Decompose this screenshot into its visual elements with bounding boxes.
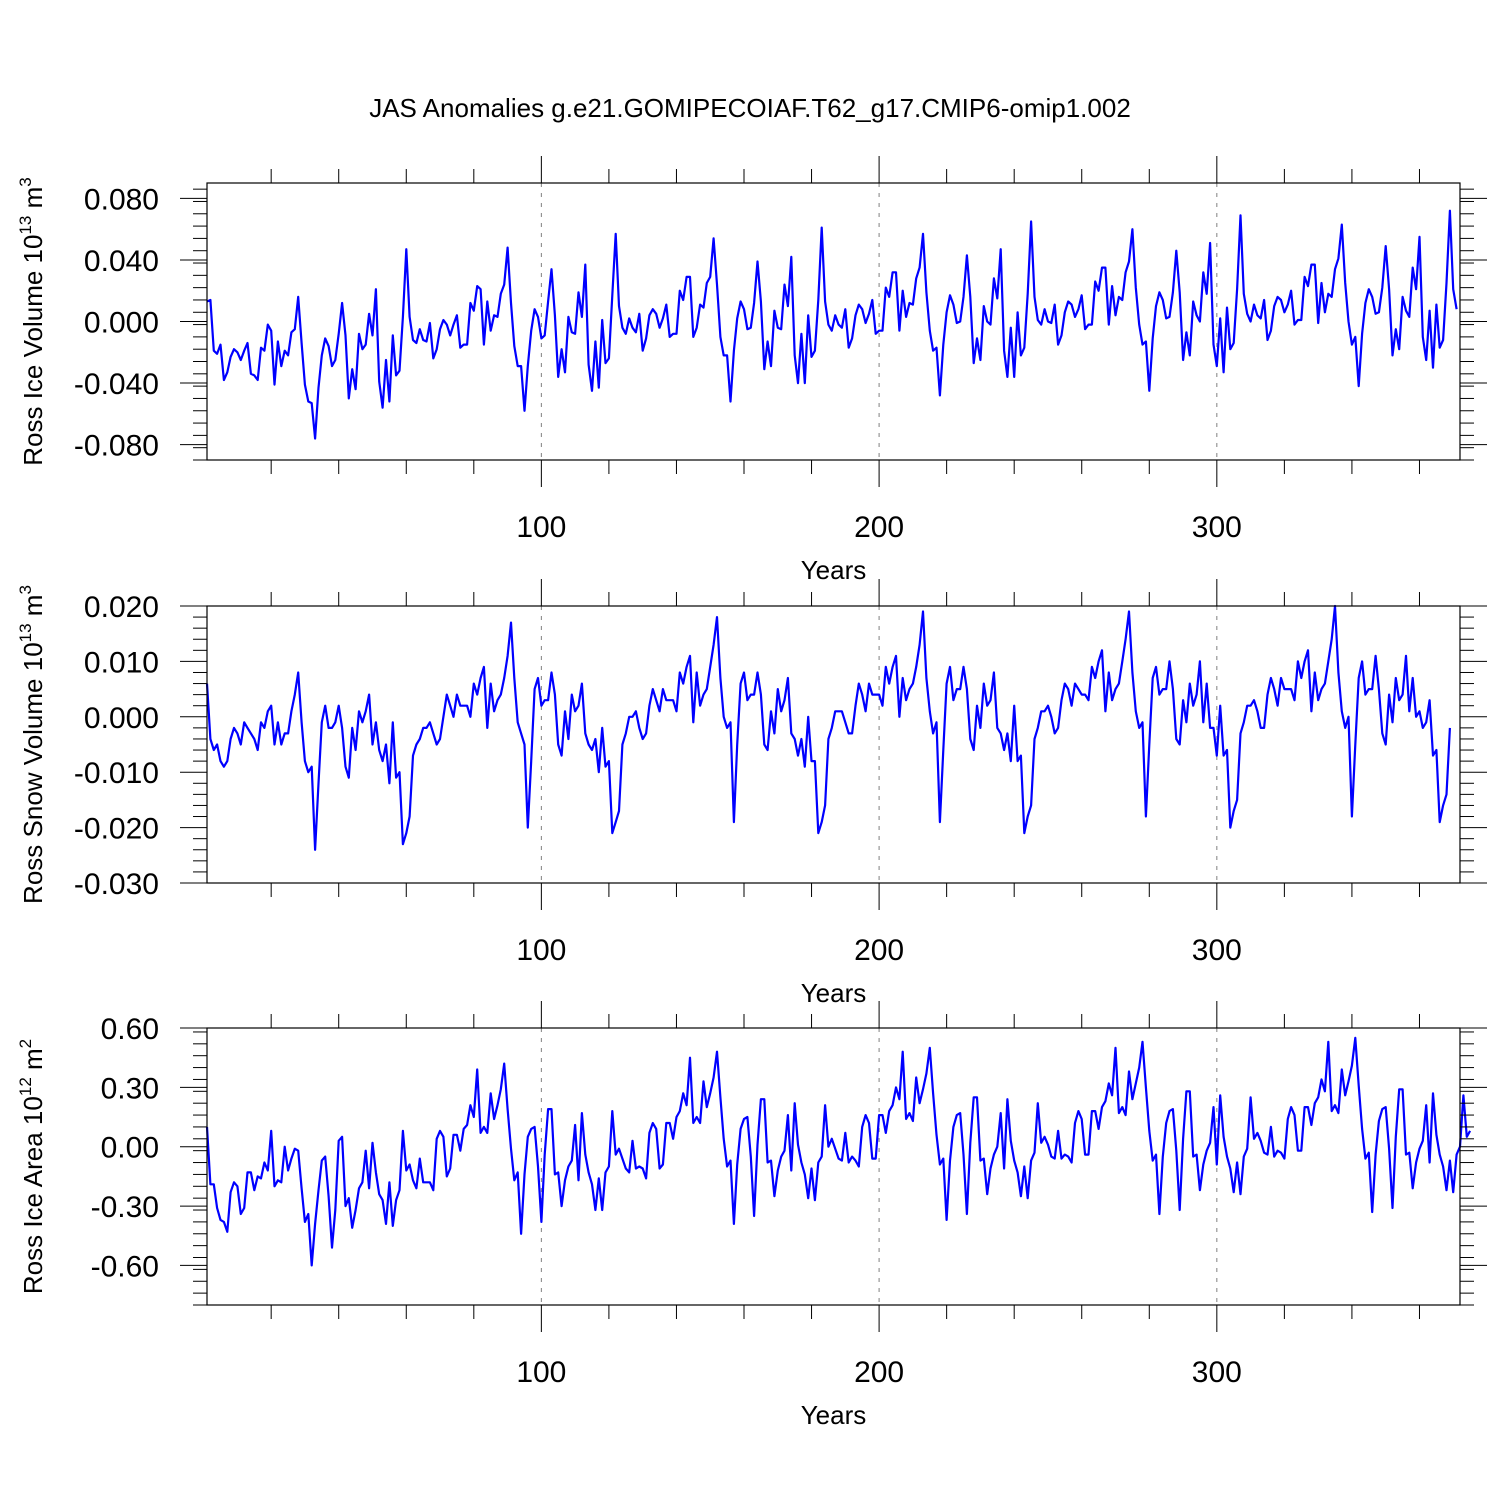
ross-snow-volume-xtick-label-300: 300	[1192, 934, 1242, 967]
panels-container: 100 200 300 Years -0.080 -0.040 0.000 0.040 0.08…	[16, 156, 1487, 1430]
ross-ice-area-plot-frame	[206, 1027, 1461, 1306]
ross-ice-area-xtick-label-300: 300	[1192, 1356, 1242, 1389]
ross-ice-volume-xtick-label-300: 300	[1192, 511, 1242, 544]
ross-ice-area-xtick-label-100: 100	[516, 1356, 566, 1389]
ross-ice-volume-ytick-label-1: -0.040	[74, 368, 159, 401]
ross-ice-area-ytick-label-0: -0.60	[91, 1250, 159, 1283]
ross-ice-volume-ytick-label-2: 0.000	[84, 307, 159, 340]
ross-snow-volume-y-axis-label: Ross Snow Volume 1013 m3	[16, 585, 48, 904]
ross-ice-area-series-line	[205, 1036, 1472, 1267]
ross-snow-volume-ytick-label-3: 0.000	[84, 702, 159, 735]
ross-ice-area-y-label-unit: m	[18, 1048, 48, 1077]
ross-snow-volume-xtick-label-200: 200	[854, 934, 904, 967]
ross-ice-area-y-label-main: Ross Ice Area 10	[18, 1096, 48, 1294]
ross-snow-volume-ytick-label-5: 0.020	[84, 591, 159, 624]
ross-snow-volume-y-label-main: Ross Snow Volume 10	[18, 642, 48, 904]
ross-ice-area-ytick-label-4: 0.60	[101, 1013, 159, 1046]
ross-ice-volume-y-label-unit: m	[18, 187, 48, 216]
ross-ice-area-ytick-label-1: -0.30	[91, 1191, 159, 1224]
ross-ice-volume-y-label-unit-exp: 3	[16, 177, 35, 186]
ross-ice-area-ytick-label-3: 0.30	[101, 1072, 159, 1105]
ross-snow-volume-ytick-label-0: -0.030	[74, 868, 159, 901]
ross-ice-area-ytick-label-2: 0.00	[101, 1132, 159, 1165]
ross-ice-volume-x-axis-label: Years	[801, 555, 867, 585]
ross-ice-volume-ytick-label-4: 0.080	[84, 183, 159, 216]
ross-snow-volume-y-label-unit: m	[18, 595, 48, 624]
ross-ice-volume-xtick-label-100: 100	[516, 511, 566, 544]
ross-ice-volume-ytick-label-3: 0.040	[84, 245, 159, 278]
ross-ice-volume-xtick-label-200: 200	[854, 511, 904, 544]
ross-ice-volume-y-label-main: Ross Ice Volume 10	[18, 235, 48, 466]
ross-snow-volume-ytick-label-2: -0.010	[74, 757, 159, 790]
ross-ice-volume-series-line	[206, 209, 1458, 440]
ross-snow-volume-panel: 100 200 300 Years -0.030 -0.020 -0.010 0.000 0.0…	[16, 579, 1487, 1008]
ross-ice-volume-panel: 100 200 300 Years -0.080 -0.040 0.000 0.040 0.08…	[16, 156, 1487, 585]
ross-snow-volume-xtick-label-100: 100	[516, 934, 566, 967]
ross-ice-volume-y-label-exp: 13	[16, 216, 35, 235]
ross-snow-volume-ytick-label-1: -0.020	[74, 813, 159, 846]
ross-snow-volume-x-axis-label: Years	[801, 978, 867, 1008]
ross-ice-area-x-axis-label: Years	[801, 1400, 867, 1430]
ross-snow-volume-plot-frame	[206, 605, 1461, 884]
ross-snow-volume-ytick-label-4: 0.010	[84, 646, 159, 679]
ross-ice-area-y-label-exp: 12	[16, 1077, 35, 1096]
ross-ice-volume-y-axis-label: Ross Ice Volume 1013 m3	[16, 177, 48, 466]
ross-ice-area-panel: 100 200 300 Years -0.60 -0.30 0.00 0.30 0.60 Ross…	[16, 1001, 1487, 1430]
ross-snow-volume-series-line	[205, 604, 1451, 851]
ross-ice-area-y-label-unit-exp: 2	[16, 1039, 35, 1048]
ross-ice-area-y-axis-label: Ross Ice Area 1012 m2	[16, 1039, 48, 1294]
ross-snow-volume-y-label-unit-exp: 3	[16, 585, 35, 594]
ross-ice-volume-ytick-label-0: -0.080	[74, 430, 159, 463]
figure-title: JAS Anomalies g.e21.GOMIPECOIAF.T62_g17.…	[369, 93, 1131, 123]
ross-ice-area-xtick-label-200: 200	[854, 1356, 904, 1389]
ross-snow-volume-y-label-exp: 13	[16, 623, 35, 642]
